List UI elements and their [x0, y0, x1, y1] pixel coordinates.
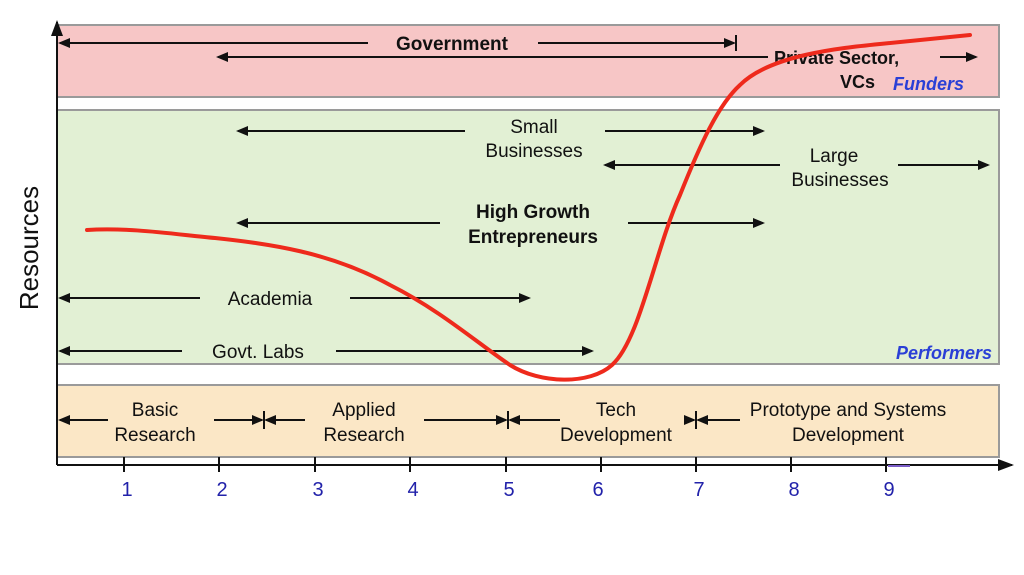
funders-tag: Funders: [893, 74, 964, 94]
x-tick-label: 5: [503, 479, 514, 501]
academia-label: Academia: [228, 289, 313, 310]
basic-research-label-line1: Basic: [132, 400, 178, 421]
applied-research-label-line2: Research: [323, 425, 404, 446]
x-tick-label: 1: [121, 479, 132, 501]
large-businesses-label-line1: Large: [810, 146, 859, 167]
x-tick-label: 7: [693, 479, 704, 501]
x-tick-label: 9: [883, 479, 894, 501]
y-axis-label: Resources: [14, 186, 44, 310]
x-axis-tick-labels: 1 2 3 4 5 6 7 8 9: [121, 479, 894, 501]
x-axis-tick-marks: [123, 457, 887, 472]
tech-development-label-line2: Development: [560, 425, 673, 446]
funders-arrows: [58, 35, 978, 62]
large-businesses-label-line2: Businesses: [791, 170, 888, 191]
performers-tag: Performers: [896, 343, 992, 363]
stage-arrows: [58, 411, 740, 429]
x-tick-label: 3: [312, 479, 323, 501]
tech-development-label-line1: Tech: [596, 400, 636, 421]
x-tick-label: 2: [216, 479, 227, 501]
applied-research-label-line1: Applied: [332, 400, 395, 421]
funders-band: [56, 24, 1000, 98]
basic-research-label-line2: Research: [114, 425, 195, 446]
small-businesses-label-line2: Businesses: [485, 141, 582, 162]
vcs-label: VCs: [840, 72, 875, 92]
government-label: Government: [396, 34, 509, 55]
prototype-label-line2: Development: [792, 425, 905, 446]
x-tick-label: 8: [788, 479, 799, 501]
x-tick-label: 6: [592, 479, 603, 501]
x-tick-label: 4: [407, 479, 418, 501]
small-businesses-label-line1: Small: [510, 117, 558, 138]
entrepreneurs-label-line2: Entrepreneurs: [468, 227, 598, 248]
entrepreneurs-label-line1: High Growth: [476, 202, 590, 223]
govt-labs-label: Govt. Labs: [212, 342, 304, 363]
performers-arrows: [58, 126, 990, 356]
prototype-label-line1: Prototype and Systems: [750, 400, 946, 421]
resource-curve: [85, 33, 972, 382]
